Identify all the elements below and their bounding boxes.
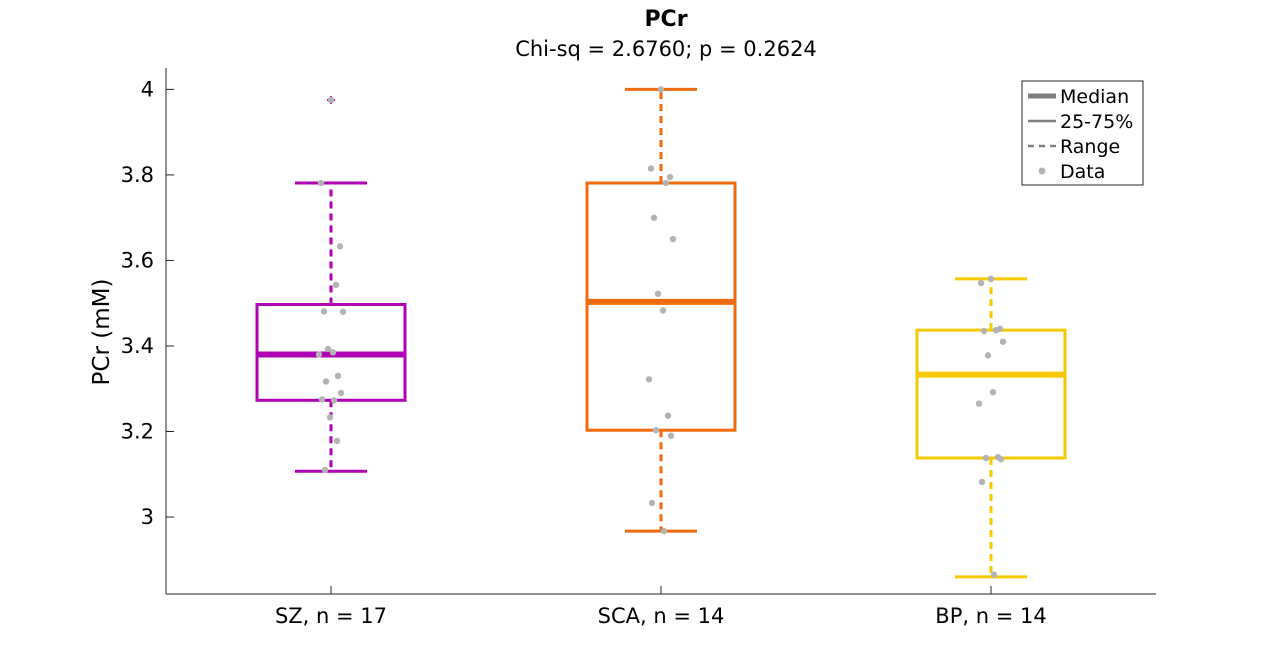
data-point (324, 345, 332, 353)
data-point (982, 454, 990, 462)
data-point (648, 499, 656, 507)
data-point (977, 279, 985, 287)
data-point (664, 412, 672, 419)
data-point (662, 179, 670, 187)
data-point (987, 275, 995, 283)
data-point (978, 478, 986, 486)
y-axis-label: PCr (mM) (89, 279, 115, 386)
data-point (315, 351, 323, 358)
data-point (650, 214, 658, 221)
data-point (326, 414, 334, 421)
data-point (321, 466, 329, 474)
y-tick-label: 4 (141, 77, 154, 101)
data-point (317, 179, 325, 187)
iqr-box (915, 328, 1067, 460)
data-point (318, 396, 326, 403)
data-point (666, 173, 674, 181)
chart-subtitle: Chi-sq = 2.6760; p = 0.2624 (515, 37, 817, 61)
data-point (659, 307, 667, 314)
data-point (984, 352, 992, 359)
y-tick-label: 3 (141, 505, 154, 529)
data-point (330, 397, 338, 404)
data-point (329, 349, 337, 356)
data-points (315, 86, 1007, 578)
axes: 3 3.2 3.4 3.6 3.8 4 SZ, n = 17 SCA, n = 14 BP, n… (121, 68, 1156, 628)
data-point (332, 281, 340, 289)
data-point (980, 327, 988, 335)
y-tick-label: 3.2 (121, 419, 154, 443)
x-tick-label: SZ, n = 17 (275, 604, 387, 628)
data-point (652, 427, 660, 434)
data-point (654, 290, 662, 297)
data-point (333, 437, 341, 445)
chart-title: PCr (644, 7, 687, 32)
data-point (647, 165, 655, 172)
y-tick-label: 3.4 (121, 334, 154, 358)
data-point (339, 308, 347, 315)
legend-range-label: Range (1060, 136, 1120, 158)
data-point (320, 308, 328, 315)
data-point (660, 527, 668, 535)
data-point (997, 456, 1005, 463)
data-point (975, 400, 983, 407)
data-point (336, 243, 344, 250)
legend-iqr-label: 25-75% (1060, 111, 1133, 133)
data-point (337, 389, 345, 397)
y-tick-label: 3.8 (121, 163, 154, 187)
data-point (669, 235, 677, 243)
legend-data-label: Data (1060, 161, 1105, 183)
box-plots (255, 87, 1067, 579)
legend: Median 25-75% Range Data (1021, 80, 1144, 186)
data-point (999, 338, 1007, 345)
x-tick-label: BP, n = 14 (935, 604, 1046, 628)
data-point (667, 432, 675, 439)
data-point (327, 96, 335, 104)
x-tick-label: SCA, n = 14 (598, 604, 725, 628)
data-point (990, 571, 998, 578)
data-point (322, 378, 330, 385)
data-point (657, 86, 665, 93)
iqr-box (585, 181, 737, 432)
y-tick-label: 3.6 (121, 248, 154, 272)
legend-data-swatch (1038, 167, 1046, 175)
data-point (334, 372, 342, 380)
box-group-3 (915, 277, 1067, 579)
data-point (645, 376, 653, 383)
data-point (989, 388, 997, 396)
legend-median-label: Median (1060, 86, 1129, 108)
data-point (992, 326, 1000, 334)
